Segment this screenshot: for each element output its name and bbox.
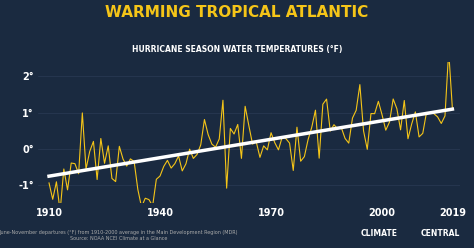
Text: CENTRAL: CENTRAL [420, 229, 460, 238]
Text: WARMING TROPICAL ATLANTIC: WARMING TROPICAL ATLANTIC [105, 5, 369, 20]
Text: HURRICANE SEASON WATER TEMPERATURES (°F): HURRICANE SEASON WATER TEMPERATURES (°F) [132, 45, 342, 54]
Text: CLIMATE: CLIMATE [360, 229, 397, 238]
Text: June-November departures (°F) from 1910-2000 average in the Main Development Reg: June-November departures (°F) from 1910-… [0, 230, 238, 241]
